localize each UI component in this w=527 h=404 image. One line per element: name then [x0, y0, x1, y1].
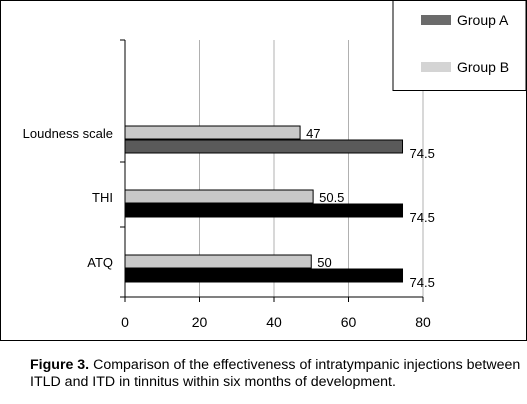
bar-group-a [124, 268, 404, 283]
legend-label-group-b: Group B [457, 59, 509, 75]
data-label-group-b: 50 [317, 255, 331, 270]
data-label-group-b: 47 [306, 126, 320, 141]
data-label-group-b: 50.5 [319, 190, 344, 205]
category-labels: Loudness scale THI ATQ [23, 126, 113, 270]
x-tick-label: 0 [121, 314, 129, 330]
bar-group-b [124, 254, 312, 269]
tick-labels: 0 20 40 60 80 [121, 314, 431, 330]
axes [120, 39, 424, 302]
caption-text: Comparison of the effectiveness of intra… [30, 357, 521, 390]
bars [124, 125, 404, 283]
x-tick-label: 60 [341, 314, 357, 330]
bar-group-a [124, 203, 404, 218]
bar-group-a [124, 139, 404, 154]
legend: Group A Group B [392, 0, 527, 91]
data-label-group-a: 74.5 [410, 275, 435, 290]
bar-labels: 47 74.5 50.5 74.5 50 74.5 [306, 126, 435, 290]
bar-group-b [124, 189, 314, 204]
figure-caption: Figure 3. Comparison of the effectivenes… [30, 357, 525, 391]
x-tick-label: 20 [192, 314, 208, 330]
category-label: THI [92, 190, 113, 205]
data-label-group-a: 74.5 [410, 146, 435, 161]
x-tick-label: 40 [266, 314, 282, 330]
category-label: Loudness scale [23, 126, 113, 141]
legend-swatch-group-b [421, 62, 451, 72]
legend-box [392, 0, 527, 91]
category-label: ATQ [87, 255, 113, 270]
data-label-group-a: 74.5 [410, 210, 435, 225]
bar-group-b [124, 125, 301, 140]
legend-label-group-a: Group A [457, 12, 509, 28]
caption-label: Figure 3. [30, 357, 90, 373]
gridlines [199, 40, 424, 297]
x-tick-label: 80 [415, 314, 431, 330]
legend-swatch-group-a [421, 15, 451, 25]
